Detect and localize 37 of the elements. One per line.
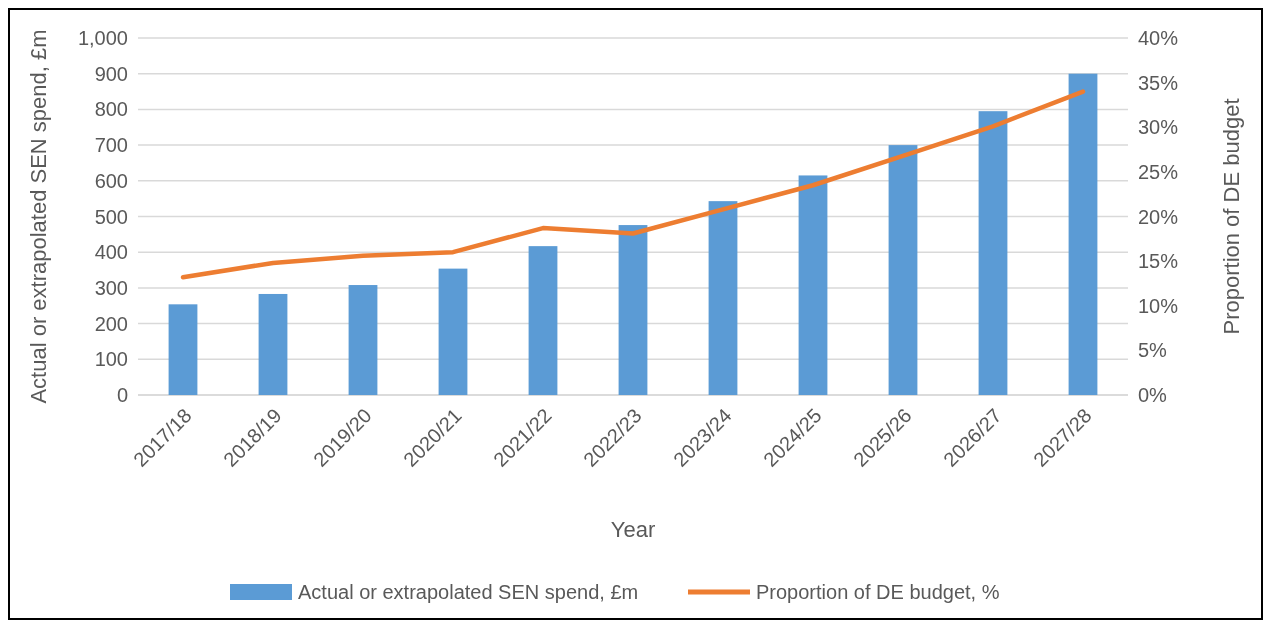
bar — [978, 111, 1008, 395]
y2-axis-title: Proportion of DE budget — [1218, 98, 1244, 335]
bar — [1068, 73, 1098, 395]
bar — [798, 175, 828, 395]
y2-tick-label: 40% — [1138, 27, 1179, 49]
y-tick-label: 1,000 — [77, 27, 128, 49]
y2-tick-label: 30% — [1138, 116, 1179, 139]
y2-tick-label: 20% — [1138, 205, 1179, 228]
y-axis-title: Actual or extrapolated SEN spend, £m — [25, 29, 51, 404]
bar — [888, 145, 918, 395]
bar — [348, 285, 378, 395]
line-series — [180, 89, 1086, 280]
bar — [708, 201, 738, 395]
legend-label: Proportion of DE budget, % — [756, 581, 1000, 603]
y2-tick-label: 10% — [1138, 294, 1179, 317]
y-tick-label: 200 — [94, 312, 128, 335]
y-tick-label: 700 — [94, 134, 128, 157]
legend-label: Actual or extrapolated SEN spend, £m — [298, 581, 639, 603]
y-tick-label: 800 — [94, 98, 128, 121]
y2-tick-label: 0% — [1138, 384, 1168, 406]
bar — [438, 268, 468, 395]
y-tick-label: 900 — [94, 62, 128, 85]
x-axis-title: Year — [610, 517, 656, 542]
y-tick-label: 600 — [94, 169, 128, 192]
y-tick-label: 100 — [94, 348, 128, 371]
bar — [258, 293, 288, 395]
bar — [168, 304, 198, 395]
y-tick-label: 300 — [94, 276, 128, 299]
y-tick-label: 500 — [94, 205, 128, 228]
y2-tick-label: 5% — [1138, 339, 1168, 362]
bar — [618, 225, 648, 395]
y2-tick-label: 25% — [1138, 160, 1179, 183]
y-tick-label: 400 — [94, 241, 128, 264]
y-tick-label: 0 — [116, 384, 128, 406]
y2-tick-label: 15% — [1138, 250, 1179, 273]
y2-tick-label: 35% — [1138, 71, 1179, 94]
bar — [528, 246, 558, 395]
